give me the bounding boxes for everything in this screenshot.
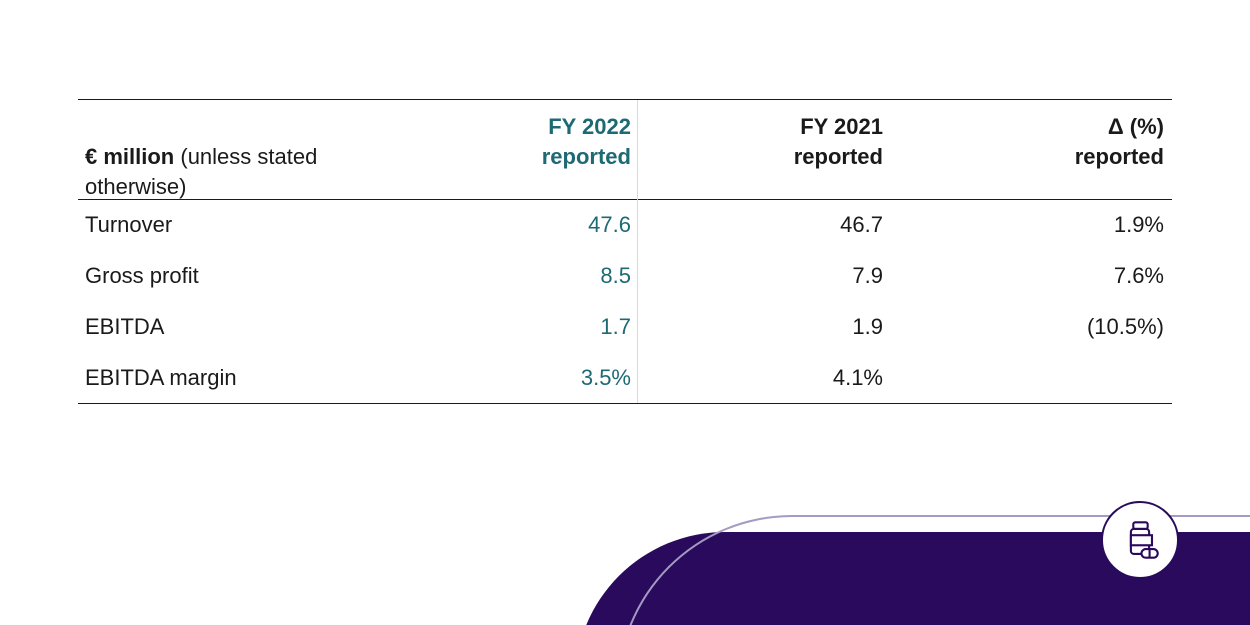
table-corner-header: € million (unless stated otherwise) bbox=[78, 100, 448, 202]
header-delta: Δ (%) reported bbox=[1074, 114, 1164, 169]
table-row-turnover: Turnover 47.6 46.7 1.9% bbox=[78, 200, 1172, 251]
fy2022-value: 1.7 bbox=[600, 313, 631, 339]
table-row-ebitda-margin: EBITDA margin 3.5% 4.1% bbox=[78, 352, 1172, 403]
unit-label-note: (unless stated otherwise) bbox=[85, 144, 318, 199]
table-row-gross-profit: Gross profit 8.5 7.9 7.6% bbox=[78, 251, 1172, 302]
row-label: EBITDA margin bbox=[85, 364, 237, 390]
fy2022-value: 47.6 bbox=[588, 212, 631, 238]
corner-header-text: € million (unless stated otherwise) bbox=[85, 142, 377, 202]
fy2021-value: 7.9 bbox=[852, 263, 883, 289]
fy2021-value: 1.9 bbox=[852, 313, 883, 339]
fy2021-value: 46.7 bbox=[840, 212, 883, 238]
delta-value: 7.6% bbox=[1113, 263, 1164, 289]
table-header-row: € million (unless stated otherwise) FY 2… bbox=[78, 100, 1172, 200]
row-label: Turnover bbox=[85, 212, 173, 238]
pill-bottle-icon bbox=[1129, 521, 1159, 559]
table-row-ebitda: EBITDA 1.7 1.9 (10.5%) bbox=[78, 302, 1172, 353]
fy2022-value: 8.5 bbox=[600, 263, 631, 289]
row-label: EBITDA bbox=[85, 313, 165, 339]
row-label: Gross profit bbox=[85, 263, 199, 289]
brand-icon-badge bbox=[1101, 501, 1179, 579]
header-fy2021: FY 2021 reported bbox=[793, 114, 883, 169]
financial-results-table: € million (unless stated otherwise) FY 2… bbox=[78, 99, 1172, 404]
fy2021-value: 4.1% bbox=[832, 364, 883, 390]
column-divider-line bbox=[637, 100, 638, 403]
header-fy2022: FY 2022 reported bbox=[541, 114, 631, 169]
delta-value: 1.9% bbox=[1113, 212, 1164, 238]
delta-value: (10.5%) bbox=[1086, 313, 1164, 339]
fy2022-value: 3.5% bbox=[580, 364, 631, 390]
unit-label: € million bbox=[85, 144, 175, 169]
